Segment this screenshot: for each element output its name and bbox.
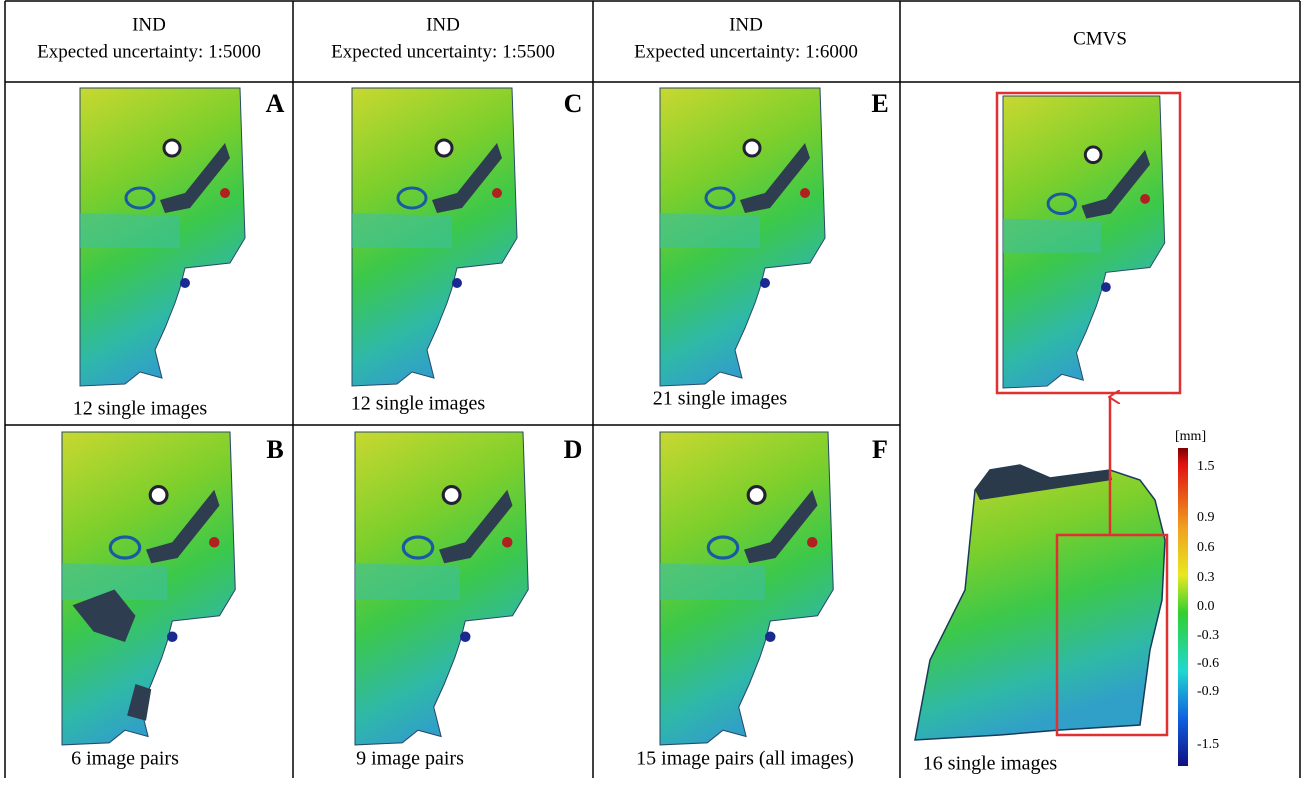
part-flange — [352, 213, 452, 248]
panel-caption: 21 single images — [653, 388, 788, 410]
colorbar-label: 1.5 — [1197, 459, 1215, 474]
colorbar — [1178, 448, 1188, 766]
cmvs-edge — [975, 465, 1112, 500]
panel-letter: A — [266, 89, 285, 118]
part-bolt — [180, 278, 190, 288]
part-boss — [108, 535, 142, 560]
part-slot — [160, 143, 230, 213]
column-title: IND — [729, 14, 763, 35]
part-bolt — [760, 278, 770, 288]
part-bolt — [460, 631, 471, 642]
part-flange — [660, 563, 765, 600]
zoom-box — [995, 91, 1182, 395]
part-flange — [62, 563, 167, 600]
part-bolt — [492, 188, 502, 198]
part-cloud — [79, 87, 246, 387]
part-bolt — [807, 537, 818, 548]
part-bolt — [502, 537, 513, 548]
part-bolt — [1140, 194, 1150, 204]
part-hole — [148, 485, 169, 505]
colorbar-label: -0.3 — [1197, 628, 1219, 643]
point-clouds — [61, 87, 1166, 746]
column-title: IND — [426, 14, 460, 35]
part-hole — [162, 138, 182, 158]
column-subtitle: Expected uncertainty: 1:5000 — [37, 41, 261, 62]
part-cloud — [1002, 95, 1166, 389]
part-boss — [704, 186, 736, 210]
part-bolt — [220, 188, 230, 198]
colorbar-label: 0.6 — [1197, 540, 1215, 555]
part-cloud — [659, 431, 834, 746]
part-flange — [1003, 218, 1101, 253]
panel-caption: 16 single images — [923, 753, 1058, 775]
part-slot — [744, 489, 818, 564]
part-cloud — [354, 431, 529, 746]
colorbar-label: 0.0 — [1197, 599, 1215, 614]
cmvs-full-cloud — [914, 464, 1166, 741]
panel-letter: E — [871, 89, 888, 118]
colorbar-unit: [mm] — [1175, 429, 1206, 444]
part-flange — [355, 563, 460, 600]
part-slot — [740, 143, 810, 213]
part-bolt — [209, 537, 220, 548]
column-title: CMVS — [1073, 28, 1127, 49]
panel-letter: D — [564, 435, 583, 464]
part-slot — [432, 143, 502, 213]
part-bolt — [765, 631, 776, 642]
part-cloud — [61, 431, 236, 746]
part-bolt — [452, 278, 462, 288]
part-hole — [746, 485, 767, 505]
zoom-region — [1055, 533, 1169, 737]
column-title: IND — [132, 14, 166, 35]
part-slot — [146, 489, 220, 564]
table-lines — [4, 0, 1301, 778]
part-flange — [660, 213, 760, 248]
part-hole — [434, 138, 454, 158]
part-boss — [401, 535, 435, 560]
part-hole — [742, 138, 762, 158]
part-slot — [439, 489, 513, 564]
part-boss — [396, 186, 428, 210]
part-boss — [124, 186, 156, 210]
panel-letter: F — [872, 435, 888, 464]
colorbar-label: 0.3 — [1197, 570, 1215, 585]
panel-caption: 15 image pairs (all images) — [636, 748, 854, 770]
part-slot — [1081, 149, 1150, 219]
part-boss — [1046, 192, 1077, 216]
panel-caption: 6 image pairs — [71, 748, 179, 770]
panel-caption: 12 single images — [73, 398, 208, 420]
colorbar-label: -0.6 — [1197, 656, 1219, 671]
column-subtitle: Expected uncertainty: 1:6000 — [634, 41, 858, 62]
colorbar-label: 0.9 — [1197, 510, 1215, 525]
part-bolt — [167, 631, 178, 642]
panel-letter: B — [266, 435, 283, 464]
panel-caption: 12 single images — [351, 393, 486, 415]
part-hole — [441, 485, 462, 505]
colorbar-label: -0.9 — [1197, 684, 1219, 699]
part-bolt — [1101, 282, 1111, 292]
part-bolt — [800, 188, 810, 198]
part-boss — [706, 535, 740, 560]
part-hole — [1083, 145, 1103, 165]
part-cloud — [659, 87, 826, 387]
panel-letter: C — [564, 89, 583, 118]
column-subtitle: Expected uncertainty: 1:5500 — [331, 41, 555, 62]
part-cloud — [351, 87, 518, 387]
panel-caption: 9 image pairs — [356, 748, 464, 770]
colorbar-label: -1.5 — [1197, 737, 1219, 752]
part-flange — [80, 213, 180, 248]
part-gap — [72, 589, 152, 721]
